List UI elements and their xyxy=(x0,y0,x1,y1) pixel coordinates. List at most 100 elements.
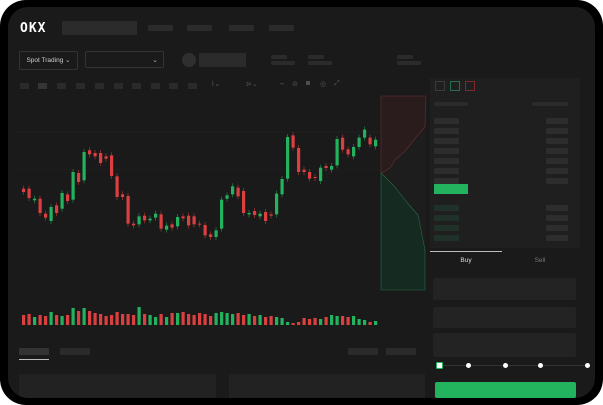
orderbook-price[interactable] xyxy=(434,235,459,241)
orderbook-price[interactable] xyxy=(434,128,459,134)
orderbook-price[interactable] xyxy=(434,215,459,221)
orderbook-both-icon[interactable] xyxy=(435,81,445,91)
candle-body xyxy=(198,223,202,225)
buy-submit-button[interactable] xyxy=(435,382,576,398)
timeframe-button[interactable] xyxy=(132,83,141,89)
orderbook-bids-icon[interactable] xyxy=(450,81,460,91)
pair-selector[interactable]: ⌄ xyxy=(85,51,164,68)
candle-body xyxy=(225,195,229,199)
candle-body xyxy=(66,194,70,201)
tab-buy[interactable]: Buy xyxy=(460,257,472,264)
timeframe-button[interactable] xyxy=(95,83,104,89)
candle-body xyxy=(44,213,48,218)
orderbook-price[interactable] xyxy=(434,158,459,164)
nav-item[interactable] xyxy=(148,25,173,31)
volume-bar xyxy=(148,315,152,325)
okx-logo[interactable]: OKX xyxy=(20,21,47,36)
camera-icon[interactable]: ◙ xyxy=(306,80,311,87)
candle-body xyxy=(324,166,328,168)
total-input[interactable] xyxy=(433,333,576,357)
stat-label xyxy=(271,55,287,59)
candle-body xyxy=(220,199,224,229)
tab-underline xyxy=(430,251,502,252)
market-type-button[interactable]: Spot Trading ⌄ xyxy=(19,51,78,70)
candle-body xyxy=(192,216,196,225)
candle-body xyxy=(203,225,207,236)
nav-item[interactable] xyxy=(229,25,254,31)
timeframe-button[interactable] xyxy=(114,83,123,89)
volume-bar xyxy=(181,312,185,325)
price-input[interactable] xyxy=(433,278,576,300)
bottom-filter[interactable] xyxy=(348,348,378,355)
bottom-tab[interactable] xyxy=(60,348,90,355)
bottom-tab-active[interactable] xyxy=(19,348,49,355)
volume-bar xyxy=(209,316,213,325)
volume-bar xyxy=(159,314,163,325)
volume-bar xyxy=(264,317,268,325)
volume-bar xyxy=(236,313,240,325)
volume-bar xyxy=(38,315,42,325)
nav-item[interactable] xyxy=(187,25,212,31)
tab-sell[interactable]: Sell xyxy=(534,257,546,264)
line-tool-icon[interactable]: ∼ xyxy=(279,81,285,88)
volume-bar xyxy=(280,318,284,325)
search-bar[interactable] xyxy=(62,21,137,35)
volume-bar xyxy=(82,308,86,325)
orderbook-size xyxy=(546,205,568,211)
nav-item[interactable] xyxy=(269,25,294,31)
orderbook-price[interactable] xyxy=(434,148,459,154)
volume-bar xyxy=(27,314,31,325)
orderbook-asks-icon[interactable] xyxy=(465,81,475,91)
timeframe-button[interactable] xyxy=(151,83,160,89)
orderbook-header xyxy=(434,102,468,106)
orderbook-price[interactable] xyxy=(434,168,459,174)
volume-bar xyxy=(253,316,257,325)
stat-value xyxy=(271,61,295,65)
stat-value xyxy=(397,61,421,65)
slider-step[interactable] xyxy=(538,363,543,368)
fullscreen-icon[interactable]: ⤢ xyxy=(334,80,340,87)
candle-body xyxy=(269,214,273,216)
orderbook-price[interactable] xyxy=(434,138,459,144)
volume-bar xyxy=(33,317,37,325)
volume-bar xyxy=(247,314,251,325)
settings-icon[interactable]: ◎ xyxy=(320,81,327,88)
stat-label xyxy=(397,55,413,59)
timeframe-button[interactable] xyxy=(38,83,47,89)
orderbook-price[interactable] xyxy=(434,178,459,184)
chart-type-icon[interactable]: ⌇⌄ xyxy=(211,81,221,88)
candle-body xyxy=(313,177,317,178)
slider-step[interactable] xyxy=(503,363,508,368)
orderbook-price[interactable] xyxy=(434,225,459,231)
orderbook-price[interactable] xyxy=(434,205,459,211)
timeframe-button[interactable] xyxy=(20,83,29,89)
timeframe-button[interactable] xyxy=(76,83,85,89)
volume-bar xyxy=(324,317,328,325)
chevron-down-icon: ⌄ xyxy=(65,57,71,64)
orderbook-header xyxy=(532,102,568,106)
slider-step[interactable] xyxy=(466,363,471,368)
candle-body xyxy=(110,155,114,176)
volume-bar xyxy=(225,313,229,325)
candle-body xyxy=(93,153,97,157)
timeframe-button[interactable] xyxy=(188,83,197,89)
bottom-filter[interactable] xyxy=(386,348,416,355)
slider-step[interactable] xyxy=(585,363,590,368)
candle-body xyxy=(55,205,59,213)
volume-bar xyxy=(231,314,235,325)
candle-body xyxy=(33,198,37,201)
orderbook-size xyxy=(546,215,568,221)
timeframe-button[interactable] xyxy=(169,83,178,89)
orderbook-price[interactable] xyxy=(434,118,459,124)
market-type-label: Spot Trading xyxy=(26,57,64,64)
volume-bar xyxy=(319,319,323,325)
timeframe-button[interactable] xyxy=(57,83,66,89)
amount-slider[interactable] xyxy=(438,365,588,366)
amount-input[interactable] xyxy=(433,307,576,328)
indicator-icon[interactable]: ⊳⌄ xyxy=(246,81,258,88)
slider-handle[interactable] xyxy=(436,362,443,369)
candle-body xyxy=(148,218,152,221)
candle-body xyxy=(286,137,290,179)
ruler-icon[interactable]: ⊘ xyxy=(292,81,298,88)
